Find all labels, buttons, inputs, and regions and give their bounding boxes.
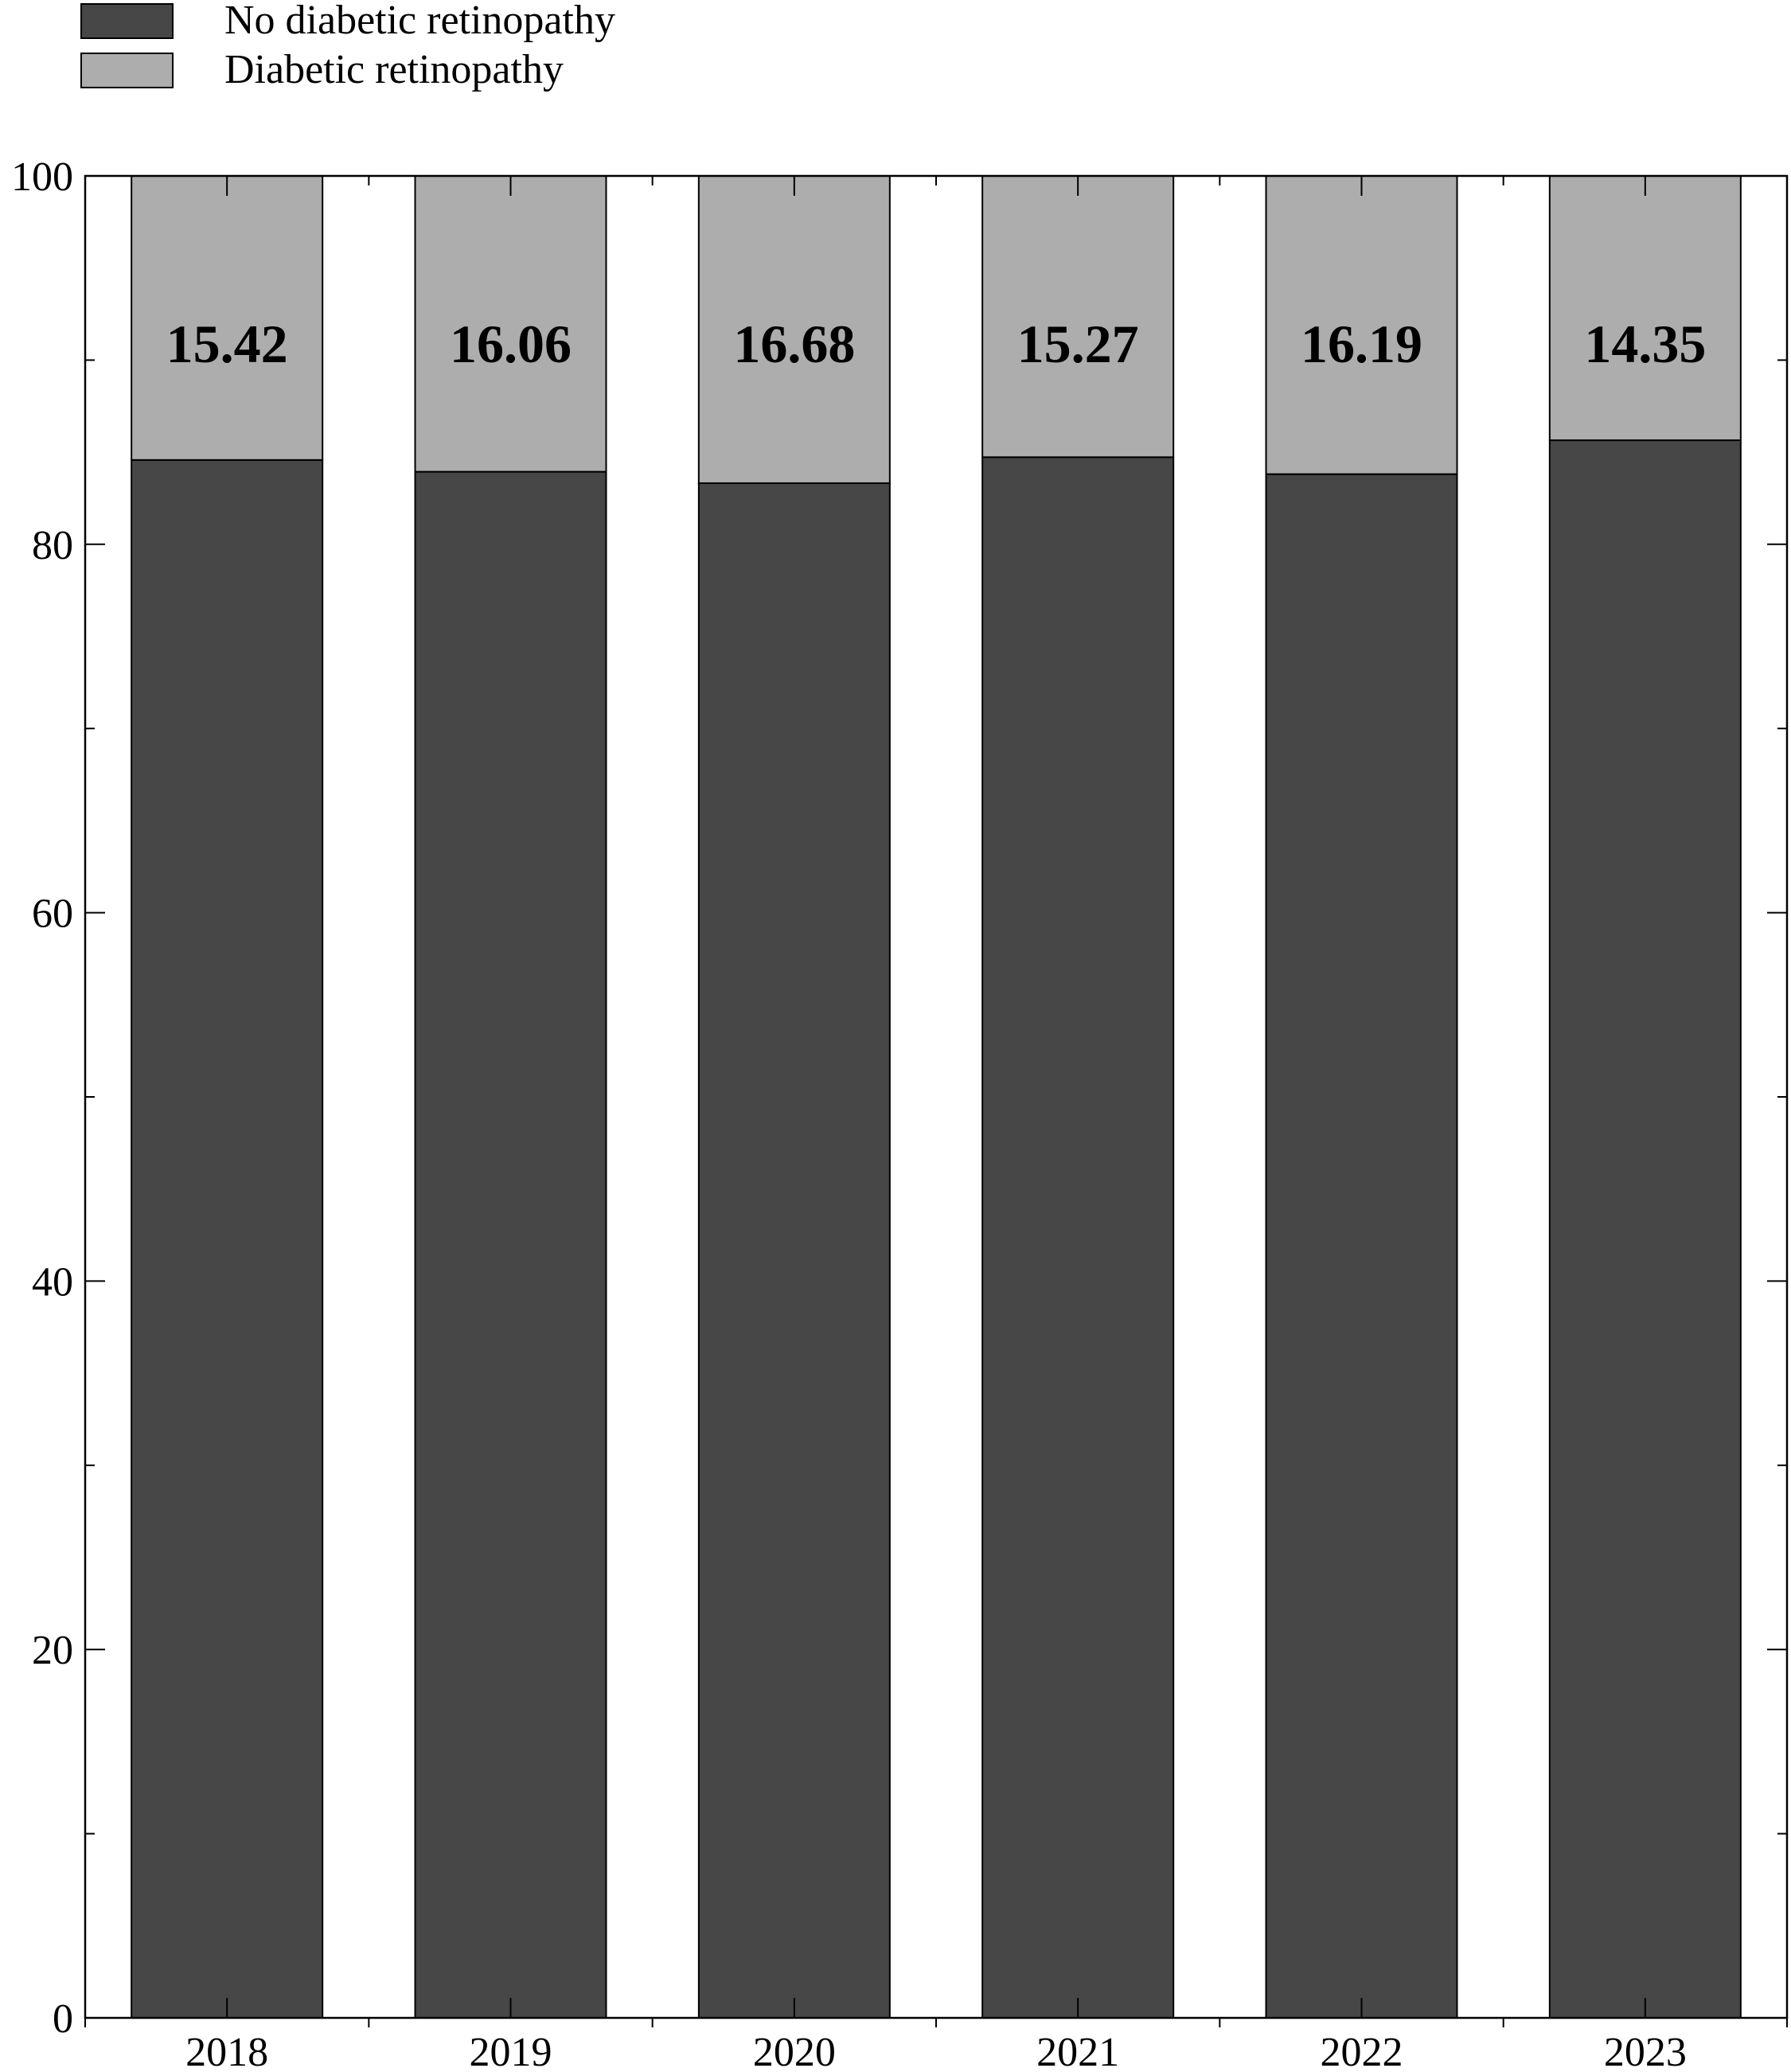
y-tick-label-40: 40 [32, 1259, 73, 1305]
bar-dr-2022 [1265, 175, 1458, 475]
x-tick-label-2023: 2023 [1604, 2030, 1687, 2072]
y-tick-label-20: 20 [32, 1628, 73, 1673]
data-label-2021: 15.27 [1017, 314, 1139, 374]
x-tick-label-2018: 2018 [185, 2030, 268, 2072]
x-tick-label-2020: 2020 [753, 2030, 836, 2072]
data-label-2023: 14.35 [1584, 314, 1706, 374]
legend-swatch-diabetic-retinopathy [80, 53, 174, 88]
plot-frame [84, 174, 1789, 2019]
data-label-2022: 16.19 [1301, 314, 1422, 374]
bars-layer [131, 175, 1742, 2019]
ticks-layer [84, 175, 1788, 2027]
bar-dr-2023 [1548, 175, 1742, 442]
x-tick-label-2022: 2022 [1321, 2030, 1403, 2072]
bar-no-dr-2023 [1548, 439, 1742, 2019]
x-tick-label-2019: 2019 [470, 2030, 552, 2072]
bar-no-dr-2022 [1265, 473, 1458, 2019]
bar-no-dr-2020 [697, 482, 891, 2019]
bar-no-dr-2019 [414, 470, 607, 2019]
legend-label-no-diabetic-retinopathy: No diabetic retinopathy [224, 0, 615, 43]
y-tick-label-80: 80 [32, 523, 73, 568]
y-tick-label-60: 60 [32, 892, 73, 937]
data-label-2018: 15.42 [166, 314, 288, 374]
x-tick-label-2021: 2021 [1036, 2030, 1119, 2072]
bar-no-dr-2018 [131, 458, 324, 2019]
legend-label-diabetic-retinopathy: Diabetic retinopathy [224, 47, 564, 92]
legend-swatch-no-diabetic-retinopathy [80, 3, 174, 39]
bar-no-dr-2021 [981, 456, 1175, 2019]
bar-dr-2021 [981, 175, 1175, 458]
data-label-2019: 16.06 [450, 314, 572, 374]
data-label-2020: 16.68 [733, 314, 855, 374]
data-labels-layer: 15.42 16.06 16.68 15.27 16.19 14.35 [166, 314, 1707, 374]
tick-labels-layer: 0 20 40 60 80 100 2018 2019 2020 2021 2022 2023 [11, 154, 1687, 2072]
y-tick-label-0: 0 [53, 1996, 73, 2042]
bar-dr-2019 [414, 175, 607, 473]
bar-dr-2018 [131, 175, 324, 461]
y-tick-label-100: 100 [11, 154, 73, 200]
